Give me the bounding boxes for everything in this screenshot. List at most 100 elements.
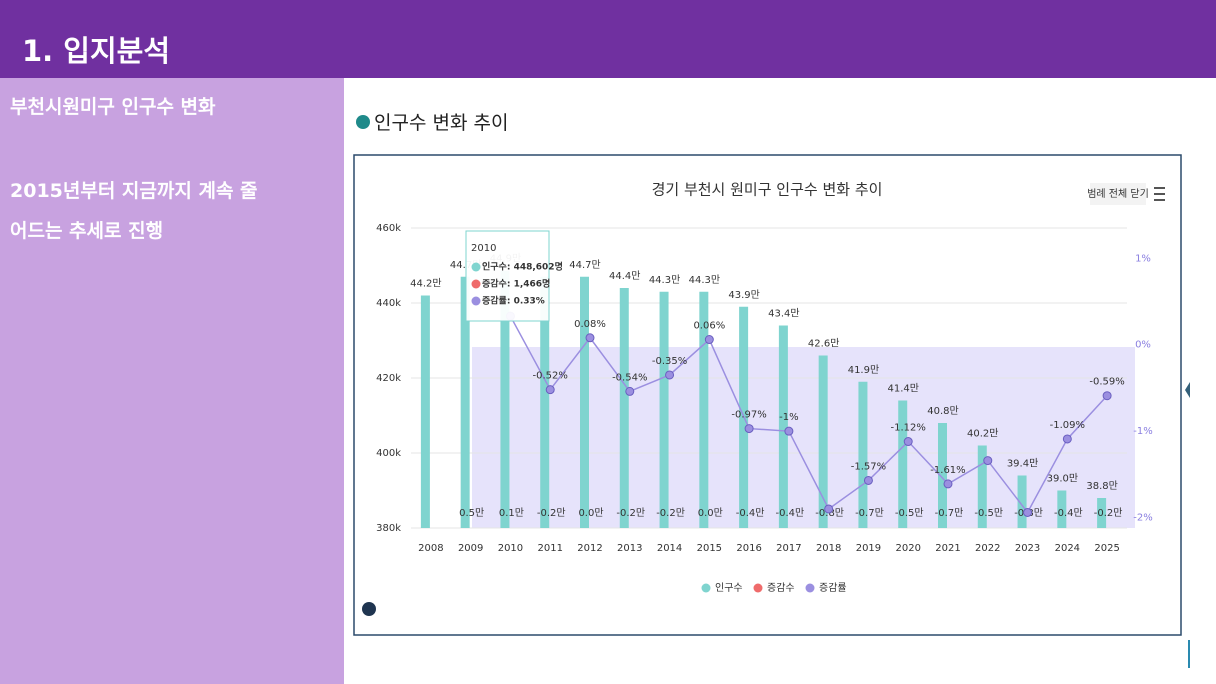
chart-title: 경기 부천시 원미구 인구수 변화 추이 xyxy=(652,181,883,199)
rate-point xyxy=(903,437,913,447)
tooltip-dot xyxy=(471,262,481,272)
tooltip-dot xyxy=(471,279,481,289)
change-label: -0.2만 xyxy=(656,507,685,519)
change-label: -0.7만 xyxy=(855,507,884,519)
bar-label: 39.4만 xyxy=(1007,458,1038,470)
bar xyxy=(500,270,510,528)
x-tick-label: 2025 xyxy=(1094,543,1119,554)
change-label: 0.0만 xyxy=(578,507,603,519)
x-tick-label: 2014 xyxy=(657,543,682,554)
y2-tick-label: 0% xyxy=(1135,340,1151,351)
sidebar-line: 2015년부터 지금까지 계속 줄 xyxy=(10,180,258,202)
legend-label: 증감률 xyxy=(819,582,847,594)
y-tick-label: 400k xyxy=(376,448,401,459)
tooltip-box xyxy=(465,230,550,322)
rate-label: -0.97% xyxy=(731,410,766,421)
rate-label: -1.09% xyxy=(1050,420,1085,431)
header-bar: 1. 입지분석 xyxy=(0,0,1216,78)
rate-label: -0.52% xyxy=(533,371,568,382)
bar-label: 43.4만 xyxy=(768,308,799,320)
bar xyxy=(977,445,987,528)
change-label: -0.4만 xyxy=(776,507,805,519)
rate-point xyxy=(943,479,953,489)
tooltip-item: 인구수: 448,602명 xyxy=(482,261,563,273)
bar xyxy=(699,291,709,528)
rate-point xyxy=(983,456,993,466)
change-label: 0.5만 xyxy=(459,507,484,519)
menu-icon[interactable] xyxy=(1154,187,1165,201)
section-title: 인구수 변화 추이 xyxy=(356,108,508,135)
scroll-mark xyxy=(1188,640,1190,668)
bar xyxy=(619,288,629,528)
bar xyxy=(818,355,828,528)
y-tick-label: 380k xyxy=(376,523,401,534)
sidebar-heading: 부천시원미구 인구수 변화 xyxy=(10,96,216,118)
rate-point xyxy=(824,504,834,514)
rate-label: -0.54% xyxy=(612,372,647,383)
bar xyxy=(420,295,430,528)
x-tick-label: 2010 xyxy=(498,543,523,554)
rate-label: -0.35% xyxy=(652,356,687,367)
rate-line xyxy=(509,315,1108,514)
y-tick-label: 420k xyxy=(376,373,401,384)
x-tick-label: 2011 xyxy=(537,543,562,554)
x-tick-label: 2018 xyxy=(816,543,841,554)
rate-point xyxy=(863,475,873,485)
side-arrow[interactable] xyxy=(1185,382,1190,398)
rate-point xyxy=(1062,434,1072,444)
bar-label: 44.3만 xyxy=(649,274,680,286)
bar xyxy=(898,400,908,528)
rate-point xyxy=(545,385,555,395)
bar-label: 44.2만 xyxy=(410,278,441,290)
y2-tick-label: -2% xyxy=(1133,513,1152,524)
x-tick-label: 2023 xyxy=(1015,543,1040,554)
change-label: -0.2만 xyxy=(616,507,645,519)
change-label: 0.1만 xyxy=(499,507,524,519)
x-tick-label: 2012 xyxy=(577,543,602,554)
rate-label: -1.12% xyxy=(891,423,926,434)
bar xyxy=(938,423,947,528)
legend-button[interactable] xyxy=(1090,183,1146,205)
rate-label: -1.61% xyxy=(930,465,965,476)
rate-point xyxy=(625,386,635,396)
bar-label: 44.3만 xyxy=(689,274,720,286)
rate-label: -1% xyxy=(779,412,798,423)
x-tick-label: 2016 xyxy=(736,543,761,554)
bar xyxy=(858,381,868,528)
legend-swatch xyxy=(805,583,815,593)
rate-point xyxy=(704,335,714,345)
bar-label: 44.4만 xyxy=(609,270,640,282)
tooltip-item: 증감률: 0.33% xyxy=(482,295,545,307)
change-label: -0.2만 xyxy=(1094,507,1123,519)
tooltip-dot xyxy=(471,296,481,306)
rate-label: -0.59% xyxy=(1089,377,1124,388)
legend-label: 증감수 xyxy=(767,582,795,594)
x-tick-label: 2008 xyxy=(418,543,443,554)
legend-button-text[interactable]: 범례 전체 닫기 xyxy=(1087,188,1149,200)
bar-label: 40.2만 xyxy=(967,428,998,440)
legend-label: 인구수 xyxy=(715,582,743,594)
bar xyxy=(659,291,669,528)
rate-point xyxy=(784,426,794,436)
logo xyxy=(362,602,376,616)
tooltip-item: 증감수: 1,466명 xyxy=(482,278,550,290)
bar-label: 41.4만 xyxy=(887,383,918,395)
bar-label: 41.9만 xyxy=(848,364,879,376)
header-title: 1. 입지분석 xyxy=(22,34,171,68)
rate-point xyxy=(1102,391,1112,401)
legend-swatch xyxy=(701,583,711,593)
legend-swatch xyxy=(753,583,763,593)
bar-label: 39.0만 xyxy=(1047,473,1078,485)
x-tick-label: 2019 xyxy=(856,543,881,554)
section-title-text: 인구수 변화 추이 xyxy=(374,112,509,134)
change-label: -0.5만 xyxy=(974,507,1003,519)
bar xyxy=(1017,475,1027,528)
bar xyxy=(1097,498,1107,528)
x-tick-label: 2015 xyxy=(697,543,722,554)
bar-label: 43.9만 xyxy=(728,289,759,301)
change-label: -0.2만 xyxy=(537,507,566,519)
tooltip-title: 2010 xyxy=(471,243,496,254)
icon xyxy=(356,115,370,129)
